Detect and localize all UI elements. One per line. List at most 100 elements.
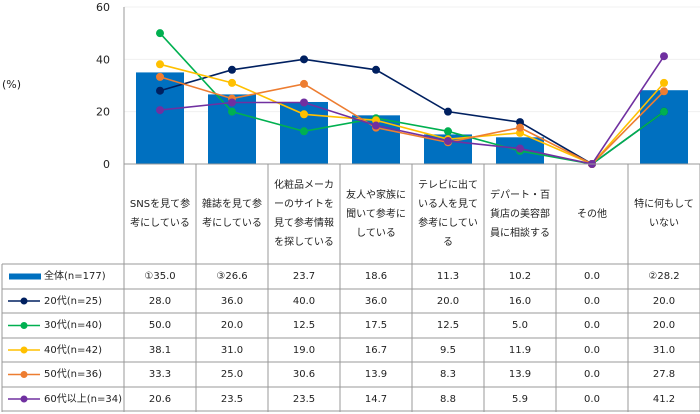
legend-marker-icon	[20, 346, 28, 354]
table-cell: 0.0	[584, 320, 600, 331]
table-cell: 8.8	[440, 393, 456, 405]
table-cell: 13.9	[364, 369, 388, 380]
table-cell: 20.0	[652, 295, 676, 307]
series-line	[159, 76, 665, 165]
legend-label: 40代(n=42)	[44, 344, 102, 356]
data-point	[444, 107, 452, 116]
y-tick-label: 0	[103, 158, 110, 171]
y-tick-label: 60	[96, 1, 110, 14]
table-cell: 5.0	[512, 320, 528, 331]
data-point	[660, 78, 668, 87]
table-cell: 33.3	[148, 369, 172, 380]
data-point	[660, 52, 668, 61]
y-tick-label: 20	[96, 106, 110, 119]
table-cell: 11.9	[508, 344, 532, 356]
table-cell: 30.6	[292, 369, 316, 380]
table-cell: ③26.6	[216, 271, 248, 282]
category-label: SNSを見て参考にしている	[129, 199, 191, 229]
table-cell: 31.0	[220, 344, 244, 356]
data-point	[660, 87, 668, 96]
table-cell: 31.0	[652, 344, 676, 356]
data-point	[228, 98, 236, 107]
legend-label: 全体(n=177)	[44, 271, 106, 282]
table-cell: 11.3	[436, 271, 460, 282]
data-point	[156, 60, 164, 69]
legend-label: 60代以上(n=34)	[44, 393, 122, 405]
data-point	[516, 144, 524, 153]
table-cell: 5.9	[512, 393, 528, 405]
legend-label: 30代(n=40)	[44, 320, 102, 331]
table-cell: 9.5	[440, 344, 456, 356]
table-cell: 13.9	[508, 369, 532, 380]
table-cell: ②28.2	[648, 271, 680, 282]
table-cell: 12.5	[292, 320, 316, 331]
data-point	[300, 127, 308, 136]
table-cell: 14.7	[364, 393, 388, 405]
table-cell: 40.0	[292, 295, 316, 307]
data-point	[156, 72, 164, 81]
category-label: 友人や家族に聞いて参考にしている	[346, 189, 406, 239]
category-label: 雑誌を見て参考にしている	[202, 199, 262, 229]
table-cell: 23.5	[220, 393, 244, 405]
legend-marker-icon	[20, 322, 28, 329]
table-cell: 0.0	[584, 271, 600, 282]
table-cell: 10.2	[508, 271, 532, 282]
legend-bar-icon	[9, 273, 41, 280]
data-point	[228, 65, 236, 74]
table-cell: 27.8	[652, 369, 676, 380]
bar	[640, 90, 688, 164]
table-cell: 38.1	[148, 344, 172, 356]
data-point	[516, 123, 524, 132]
table-cell: 41.2	[652, 393, 676, 405]
data-point	[228, 78, 236, 87]
table-cell: 20.0	[436, 295, 460, 307]
data-point	[660, 107, 668, 116]
data-point	[156, 29, 164, 38]
table-cell: 20.6	[148, 393, 172, 405]
table-cell: ①35.0	[144, 271, 176, 282]
data-point	[300, 110, 308, 119]
table-cell: 0.0	[584, 295, 600, 307]
data-point	[300, 98, 308, 107]
table-cell: 8.3	[440, 369, 456, 380]
table-cell: 17.5	[364, 320, 388, 331]
legend-marker-icon	[20, 297, 28, 305]
legend-label: 20代(n=25)	[44, 295, 102, 307]
data-point	[516, 118, 524, 127]
data-point	[444, 127, 452, 136]
category-label: テレビに出ている人を見て参考にしている	[418, 180, 478, 248]
table-cell: 36.0	[220, 295, 244, 307]
table-cell: 12.5	[436, 320, 460, 331]
table-cell: 18.6	[364, 271, 388, 282]
category-label: デパート・百貨店の美容部員に相談する	[490, 189, 550, 239]
data-point	[300, 55, 308, 64]
data-point	[300, 79, 308, 88]
data-point	[156, 86, 164, 95]
table-cell: 23.7	[292, 271, 316, 282]
table-cell: 19.0	[292, 344, 316, 356]
category-label: 特に何もしていない	[634, 199, 694, 229]
y-tick-label: 40	[96, 53, 110, 66]
legend-label: 50代(n=36)	[44, 369, 102, 380]
table-cell: 20.0	[220, 320, 244, 331]
table-cell: 28.0	[148, 295, 172, 307]
data-point	[228, 107, 236, 116]
data-point	[444, 136, 452, 145]
table-cell: 50.0	[148, 320, 172, 331]
table-cell: 36.0	[364, 295, 388, 307]
table-cell: 0.0	[584, 344, 600, 356]
legend-marker-icon	[20, 371, 28, 378]
series-line	[159, 58, 665, 165]
category-label: その他	[577, 208, 607, 220]
unit-label: (%)	[2, 78, 22, 91]
table-cell: 20.0	[652, 320, 676, 331]
table-cell: 25.0	[220, 369, 244, 380]
series-line	[159, 55, 665, 165]
data-point	[156, 106, 164, 115]
data-point	[372, 121, 380, 130]
legend-marker-icon	[20, 395, 28, 403]
table-cell: 0.0	[584, 393, 600, 405]
category-label: 化粧品メーカーのサイトを見て参考情報を探している	[274, 180, 334, 248]
table-cell: 0.0	[584, 369, 600, 380]
